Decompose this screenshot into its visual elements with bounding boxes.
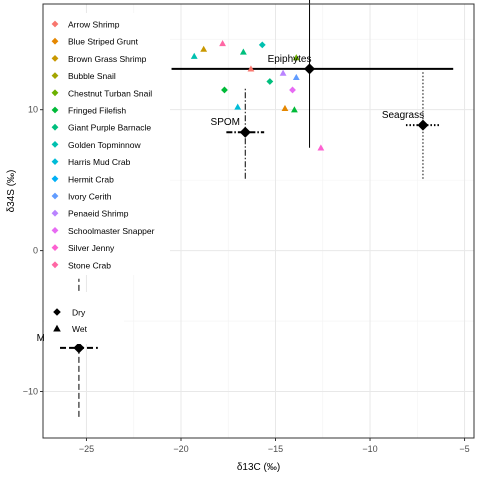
- legend-key-diamond: [51, 106, 59, 114]
- legend-key-diamond: [53, 308, 61, 316]
- x-axis-title: δ13C (‰): [237, 462, 280, 473]
- legend-key-diamond: [51, 209, 59, 217]
- season-legend-background: [44, 292, 124, 344]
- consumer-point-wet: [291, 106, 298, 113]
- source-mean-point: [73, 342, 85, 354]
- legend-label: Dry: [72, 308, 86, 318]
- legend-key-diamond: [51, 55, 59, 62]
- legend-label: Schoolmaster Snapper: [68, 226, 155, 236]
- legend-key-diamond: [51, 123, 59, 131]
- legend-label: Giant Purple Barnacle: [68, 123, 151, 133]
- legend-label: Harris Mud Crab: [68, 157, 131, 167]
- legend-label: Brown Grass Shrimp: [68, 54, 147, 64]
- source-label: Epiphytes: [268, 54, 312, 65]
- legend-key-diamond: [51, 192, 59, 200]
- y-tick-label: 10: [28, 105, 38, 115]
- legend-label: Stone Crab: [68, 260, 111, 270]
- legend-label: Bubble Snail: [68, 71, 116, 81]
- consumer-point-wet: [200, 45, 208, 52]
- legend-label: Wet: [72, 324, 88, 334]
- legend-key-diamond: [51, 244, 59, 251]
- legend-label: Silver Jenny: [68, 243, 115, 253]
- source-mean-point: [417, 119, 429, 131]
- legend-label: Chestnut Turban Snail: [68, 88, 152, 98]
- consumer-point-dry: [258, 41, 266, 49]
- consumer-point-wet: [239, 48, 247, 55]
- legend-label: Penaeid Shrimp: [68, 209, 129, 219]
- source-label: Seagrass: [382, 110, 424, 121]
- source-points: [73, 63, 429, 354]
- source-mean-point: [304, 63, 316, 75]
- consumer-point-wet: [234, 103, 242, 110]
- legend-label: Fringed Filefish: [68, 106, 126, 116]
- legend-key-diamond: [51, 89, 59, 97]
- x-tick-label: −20: [173, 444, 188, 454]
- y-tick-label: 0: [33, 246, 38, 256]
- consumer-point-wet: [317, 144, 325, 151]
- legend-key-diamond: [51, 158, 59, 165]
- species-legend-background: [44, 13, 170, 275]
- x-tick-label: −10: [362, 444, 377, 454]
- consumer-points: [190, 40, 325, 151]
- legend-key-diamond: [51, 37, 59, 45]
- consumer-point-wet: [190, 52, 198, 59]
- consumer-point-wet: [247, 65, 255, 72]
- legend-key-diamond: [51, 72, 59, 79]
- legend: Arrow Shrimp Blue Striped Grunt Brown Gras…: [44, 13, 170, 344]
- consumer-point-wet: [279, 69, 287, 76]
- x-tick-label: −25: [79, 444, 94, 454]
- y-tick-label: −10: [23, 387, 38, 397]
- legend-key-diamond: [51, 261, 59, 269]
- x-tick-label: −5: [459, 444, 469, 454]
- legend-key-diamond: [51, 227, 59, 234]
- consumer-point-dry: [266, 78, 274, 85]
- legend-label: Ivory Cerith: [68, 192, 112, 202]
- consumer-point-wet: [219, 40, 226, 47]
- y-axis-title: δ34S (‰): [6, 170, 17, 213]
- legend-key-triangle: [53, 324, 61, 332]
- legend-key-diamond: [51, 175, 59, 183]
- axes: −25 −20 −15 −10 −5 −10 0 10: [23, 105, 470, 454]
- source-mean-point: [239, 126, 251, 138]
- legend-label: Blue Striped Grunt: [68, 37, 139, 47]
- consumer-point-wet: [281, 104, 289, 111]
- x-tick-label: −15: [268, 444, 283, 454]
- legend-key-diamond: [51, 141, 59, 148]
- consumer-point-wet: [292, 73, 300, 80]
- consumer-point-wet: [292, 54, 300, 61]
- panel-border: [42, 3, 475, 439]
- consumer-point-dry: [289, 86, 296, 94]
- legend-label: Hermit Crab: [68, 174, 114, 184]
- legend-label: Arrow Shrimp: [68, 20, 120, 30]
- legend-key-diamond: [51, 20, 59, 28]
- legend-label: Golden Topminnow: [68, 140, 141, 150]
- source-label: SPOM: [211, 117, 240, 128]
- consumer-point-dry: [221, 86, 228, 94]
